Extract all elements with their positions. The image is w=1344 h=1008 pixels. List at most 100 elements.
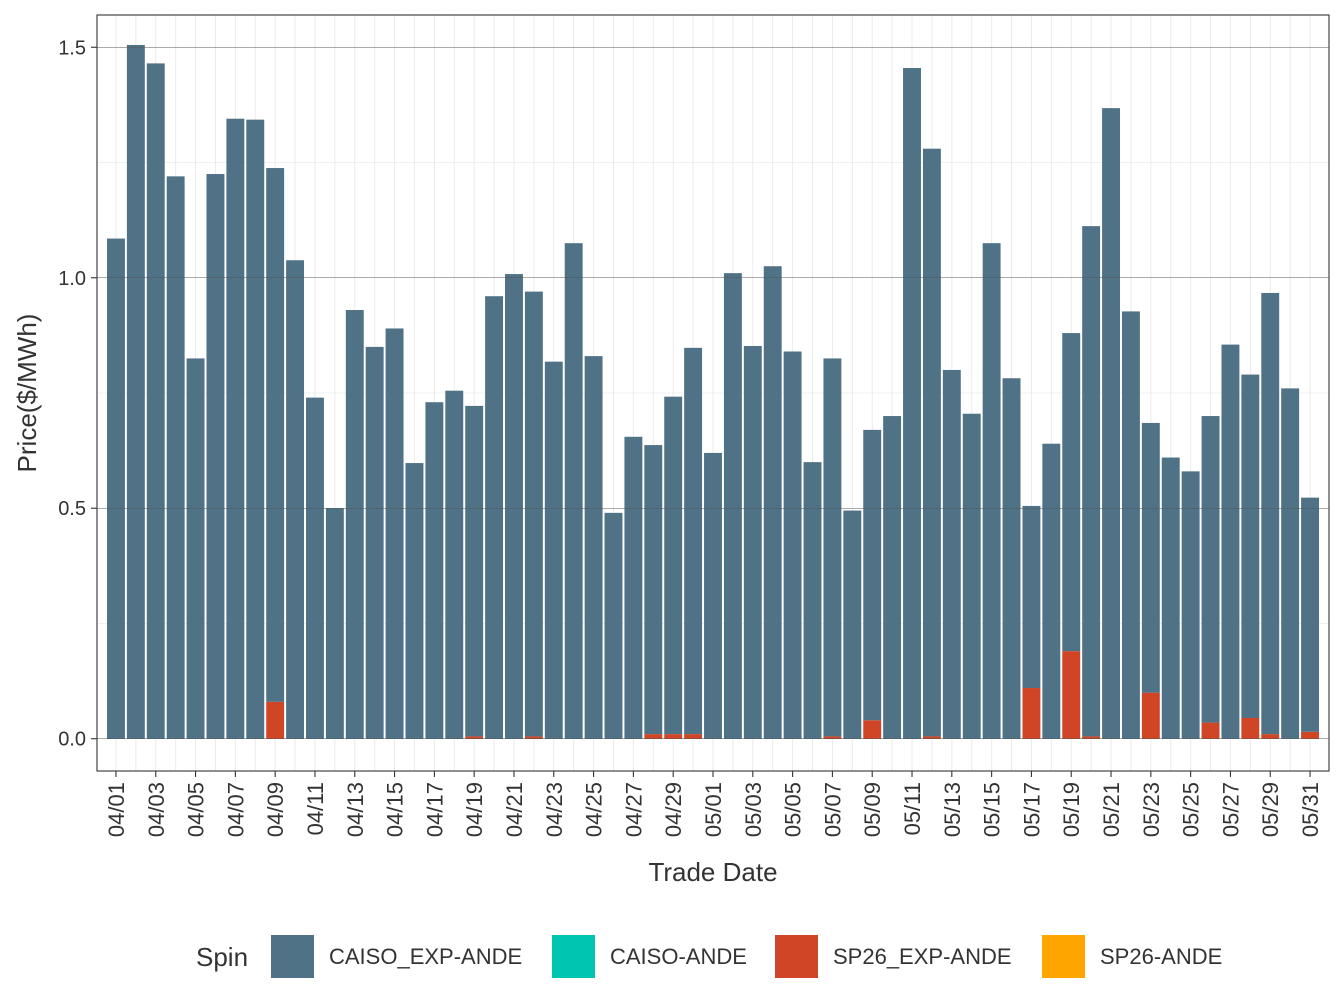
bar-sp26-exp-ande-04-22 xyxy=(524,736,543,739)
bar-sp26-exp-ande-05-29 xyxy=(1261,734,1280,739)
bar-sp26-exp-ande-04-19 xyxy=(465,736,484,739)
bar-sp26-exp-ande-04-09 xyxy=(266,701,285,739)
x-tick-label: 04/23 xyxy=(542,782,567,837)
bar-caiso-exp-ande-04-23 xyxy=(544,361,563,739)
x-tick-label: 05/23 xyxy=(1139,782,1164,837)
bar-sp26-exp-ande-05-12 xyxy=(922,736,941,739)
bar-caiso-exp-ande-05-23 xyxy=(1141,422,1160,693)
x-tick-label: 04/03 xyxy=(144,782,169,837)
x-tick-label: 04/13 xyxy=(343,782,368,837)
bar-sp26-exp-ande-05-07 xyxy=(823,736,842,739)
bar-sp26-exp-ande-04-30 xyxy=(684,734,703,739)
bar-caiso-exp-ande-05-01 xyxy=(704,452,722,739)
x-tick-label: 04/21 xyxy=(502,782,527,837)
legend-key-sp26-ande xyxy=(1042,935,1085,978)
bar-caiso-exp-ande-04-18 xyxy=(445,390,464,739)
bar-caiso-exp-ande-04-12 xyxy=(325,508,344,739)
bar-caiso-exp-ande-05-25 xyxy=(1181,471,1200,739)
x-tick-label: 05/13 xyxy=(940,782,965,837)
bar-caiso-exp-ande-04-30 xyxy=(684,347,703,735)
y-axis-title: Price($/MWh) xyxy=(12,314,42,473)
x-axis-title: Trade Date xyxy=(648,857,777,887)
bar-caiso-exp-ande-04-02 xyxy=(126,44,145,739)
bar-caiso-exp-ande-05-09 xyxy=(863,429,882,721)
bar-caiso-exp-ande-05-13 xyxy=(942,369,961,739)
x-tick-label: 04/05 xyxy=(184,782,209,837)
bar-caiso-exp-ande-05-30 xyxy=(1281,388,1300,739)
bar-caiso-exp-ande-04-13 xyxy=(345,310,364,739)
bar-sp26-exp-ande-05-23 xyxy=(1141,692,1160,739)
x-tick-label: 05/17 xyxy=(1019,782,1044,837)
x-tick-label: 04/29 xyxy=(661,782,686,837)
bar-sp26-exp-ande-05-09 xyxy=(863,720,882,739)
legend-key-sp26-exp-ande xyxy=(775,935,818,978)
bar-caiso-exp-ande-04-26 xyxy=(604,512,623,739)
y-axis: 0.0 0.5 1.0 1.5 xyxy=(58,37,97,751)
x-tick-label: 04/17 xyxy=(422,782,447,837)
bar-caiso-exp-ande-05-11 xyxy=(903,68,921,739)
bar-caiso-exp-ande-05-31 xyxy=(1301,497,1320,732)
bar-caiso-exp-ande-04-16 xyxy=(405,463,424,739)
bar-caiso-exp-ande-05-08 xyxy=(843,510,862,739)
x-tick-label: 05/15 xyxy=(980,782,1005,837)
x-tick-label: 05/09 xyxy=(860,782,885,837)
legend-key-caiso-ande xyxy=(552,935,595,978)
x-tick-label: 05/07 xyxy=(820,782,845,837)
bar-caiso-exp-ande-05-17 xyxy=(1022,505,1041,689)
bar-sp26-exp-ande-05-31 xyxy=(1301,731,1320,739)
x-tick-label: 04/07 xyxy=(223,782,248,837)
bar-caiso-exp-ande-04-17 xyxy=(425,402,444,739)
bar-caiso-exp-ande-05-18 xyxy=(1042,443,1061,739)
x-tick-label: 05/21 xyxy=(1099,782,1124,837)
x-tick-label: 05/27 xyxy=(1218,782,1243,837)
x-tick-label: 05/01 xyxy=(701,782,726,837)
legend: Spin CAISO_EXP-ANDE CAISO-ANDE SP26_EXP-AND… xyxy=(196,935,1222,978)
x-tick-label: 04/19 xyxy=(462,782,487,837)
bar-caiso-exp-ande-04-08 xyxy=(246,119,265,739)
bar-sp26-exp-ande-05-20 xyxy=(1082,736,1101,739)
bar-sp26-exp-ande-05-28 xyxy=(1241,717,1260,739)
bar-caiso-exp-ande-04-24 xyxy=(564,243,583,739)
x-tick-label: 05/25 xyxy=(1179,782,1204,837)
x-tick-label: 05/19 xyxy=(1059,782,1084,837)
bar-caiso-exp-ande-04-03 xyxy=(146,63,165,739)
bar-caiso-exp-ande-05-04 xyxy=(763,266,782,739)
bar-caiso-exp-ande-04-20 xyxy=(485,296,504,739)
x-tick-label: 04/09 xyxy=(263,782,288,837)
bar-sp26-exp-ande-05-17 xyxy=(1022,688,1041,739)
legend-title: Spin xyxy=(196,942,248,972)
y-tick-label: 0.0 xyxy=(58,729,86,751)
x-tick-label: 05/11 xyxy=(900,782,925,835)
bar-caiso-exp-ande-05-15 xyxy=(982,243,1001,739)
bar-caiso-exp-ande-05-27 xyxy=(1221,344,1240,739)
bar-caiso-exp-ande-04-29 xyxy=(664,396,683,735)
bar-caiso-exp-ande-05-03 xyxy=(743,345,762,739)
bar-caiso-exp-ande-05-24 xyxy=(1161,457,1180,739)
bar-caiso-exp-ande-04-11 xyxy=(306,397,324,739)
bar-sp26-exp-ande-05-26 xyxy=(1201,722,1220,739)
x-tick-label: 05/05 xyxy=(781,782,806,837)
y-tick-label: 1.0 xyxy=(58,268,86,290)
bar-caiso-exp-ande-05-10 xyxy=(883,416,902,739)
bar-sp26-exp-ande-04-28 xyxy=(644,734,663,739)
bar-caiso-exp-ande-05-20 xyxy=(1082,226,1101,737)
bar-caiso-exp-ande-04-06 xyxy=(206,174,225,739)
x-tick-label: 04/27 xyxy=(621,782,646,837)
bar-caiso-exp-ande-05-19 xyxy=(1062,333,1081,652)
x-tick-label: 05/03 xyxy=(741,782,766,837)
bar-caiso-exp-ande-04-27 xyxy=(624,436,643,739)
bar-caiso-exp-ande-04-14 xyxy=(365,346,384,739)
bar-caiso-exp-ande-04-05 xyxy=(186,358,205,739)
bar-caiso-exp-ande-05-06 xyxy=(803,462,822,739)
bar-caiso-exp-ande-04-10 xyxy=(286,260,305,739)
bar-caiso-exp-ande-04-15 xyxy=(385,328,404,739)
x-tick-label: 04/15 xyxy=(383,782,408,837)
bar-caiso-exp-ande-05-14 xyxy=(962,413,981,739)
bar-caiso-exp-ande-05-21 xyxy=(1102,108,1120,739)
bar-caiso-exp-ande-05-28 xyxy=(1241,374,1260,718)
bar-caiso-exp-ande-04-04 xyxy=(166,176,185,739)
x-tick-label: 04/01 xyxy=(104,782,129,837)
bar-sp26-exp-ande-05-19 xyxy=(1062,651,1081,739)
legend-label: CAISO-ANDE xyxy=(610,944,747,969)
